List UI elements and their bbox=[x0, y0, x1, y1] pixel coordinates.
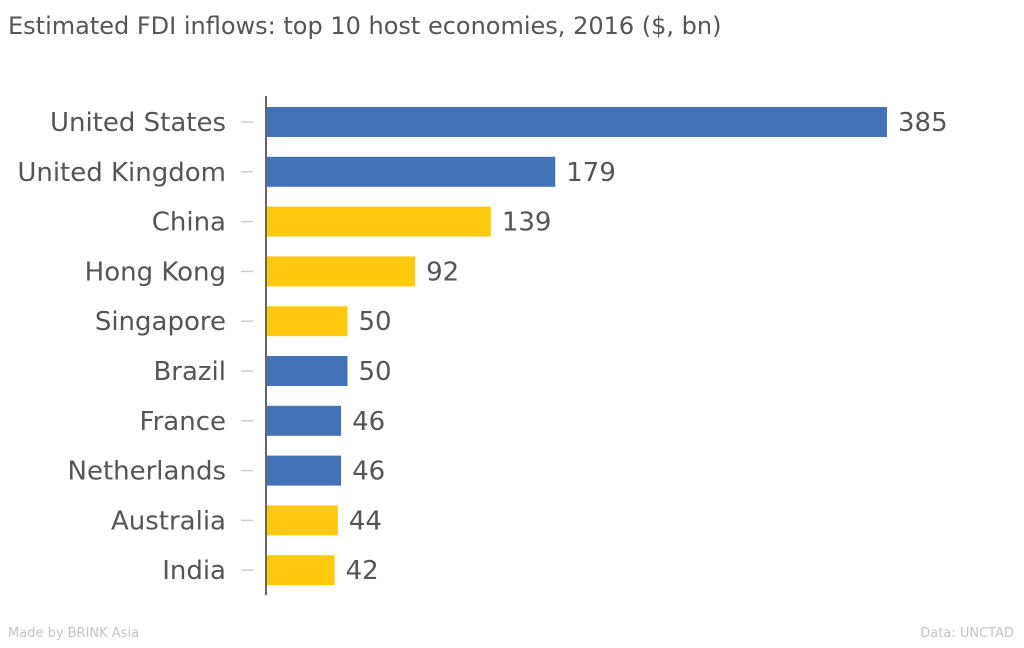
category-label: China bbox=[152, 208, 226, 238]
bars-group: United States 385 United Kingdom 179 China 13… bbox=[17, 107, 948, 586]
category-label: United States bbox=[50, 108, 226, 138]
category-label: Netherlands bbox=[68, 457, 227, 487]
bar bbox=[267, 306, 348, 337]
bar bbox=[267, 206, 491, 237]
value-label: 179 bbox=[566, 158, 616, 188]
value-label: 50 bbox=[359, 307, 392, 337]
bar bbox=[267, 455, 342, 486]
value-label: 46 bbox=[352, 407, 385, 437]
bar bbox=[267, 356, 348, 386]
value-label: 385 bbox=[898, 108, 948, 138]
bar bbox=[267, 256, 416, 287]
value-label: 42 bbox=[346, 556, 379, 586]
category-label: Brazil bbox=[153, 357, 226, 387]
value-label: 50 bbox=[359, 357, 392, 387]
category-label: France bbox=[140, 407, 226, 437]
value-label: 139 bbox=[502, 208, 552, 238]
value-label: 46 bbox=[352, 457, 385, 487]
category-label: United Kingdom bbox=[17, 158, 226, 188]
chart-title: Estimated FDI inflows: top 10 host econo… bbox=[8, 12, 722, 40]
value-label: 92 bbox=[426, 257, 459, 287]
category-label: Hong Kong bbox=[85, 257, 226, 287]
category-label: Singapore bbox=[95, 307, 226, 337]
bar bbox=[267, 107, 887, 137]
category-label: Australia bbox=[111, 506, 226, 536]
bar bbox=[267, 505, 338, 536]
value-label: 44 bbox=[349, 506, 382, 536]
bar bbox=[267, 156, 556, 187]
footer-source: Data: UNCTAD bbox=[920, 626, 1014, 641]
footer-credit: Made by BRINK Asia bbox=[8, 626, 140, 641]
bar bbox=[267, 405, 342, 436]
bar bbox=[267, 555, 335, 586]
category-label: India bbox=[162, 556, 226, 586]
